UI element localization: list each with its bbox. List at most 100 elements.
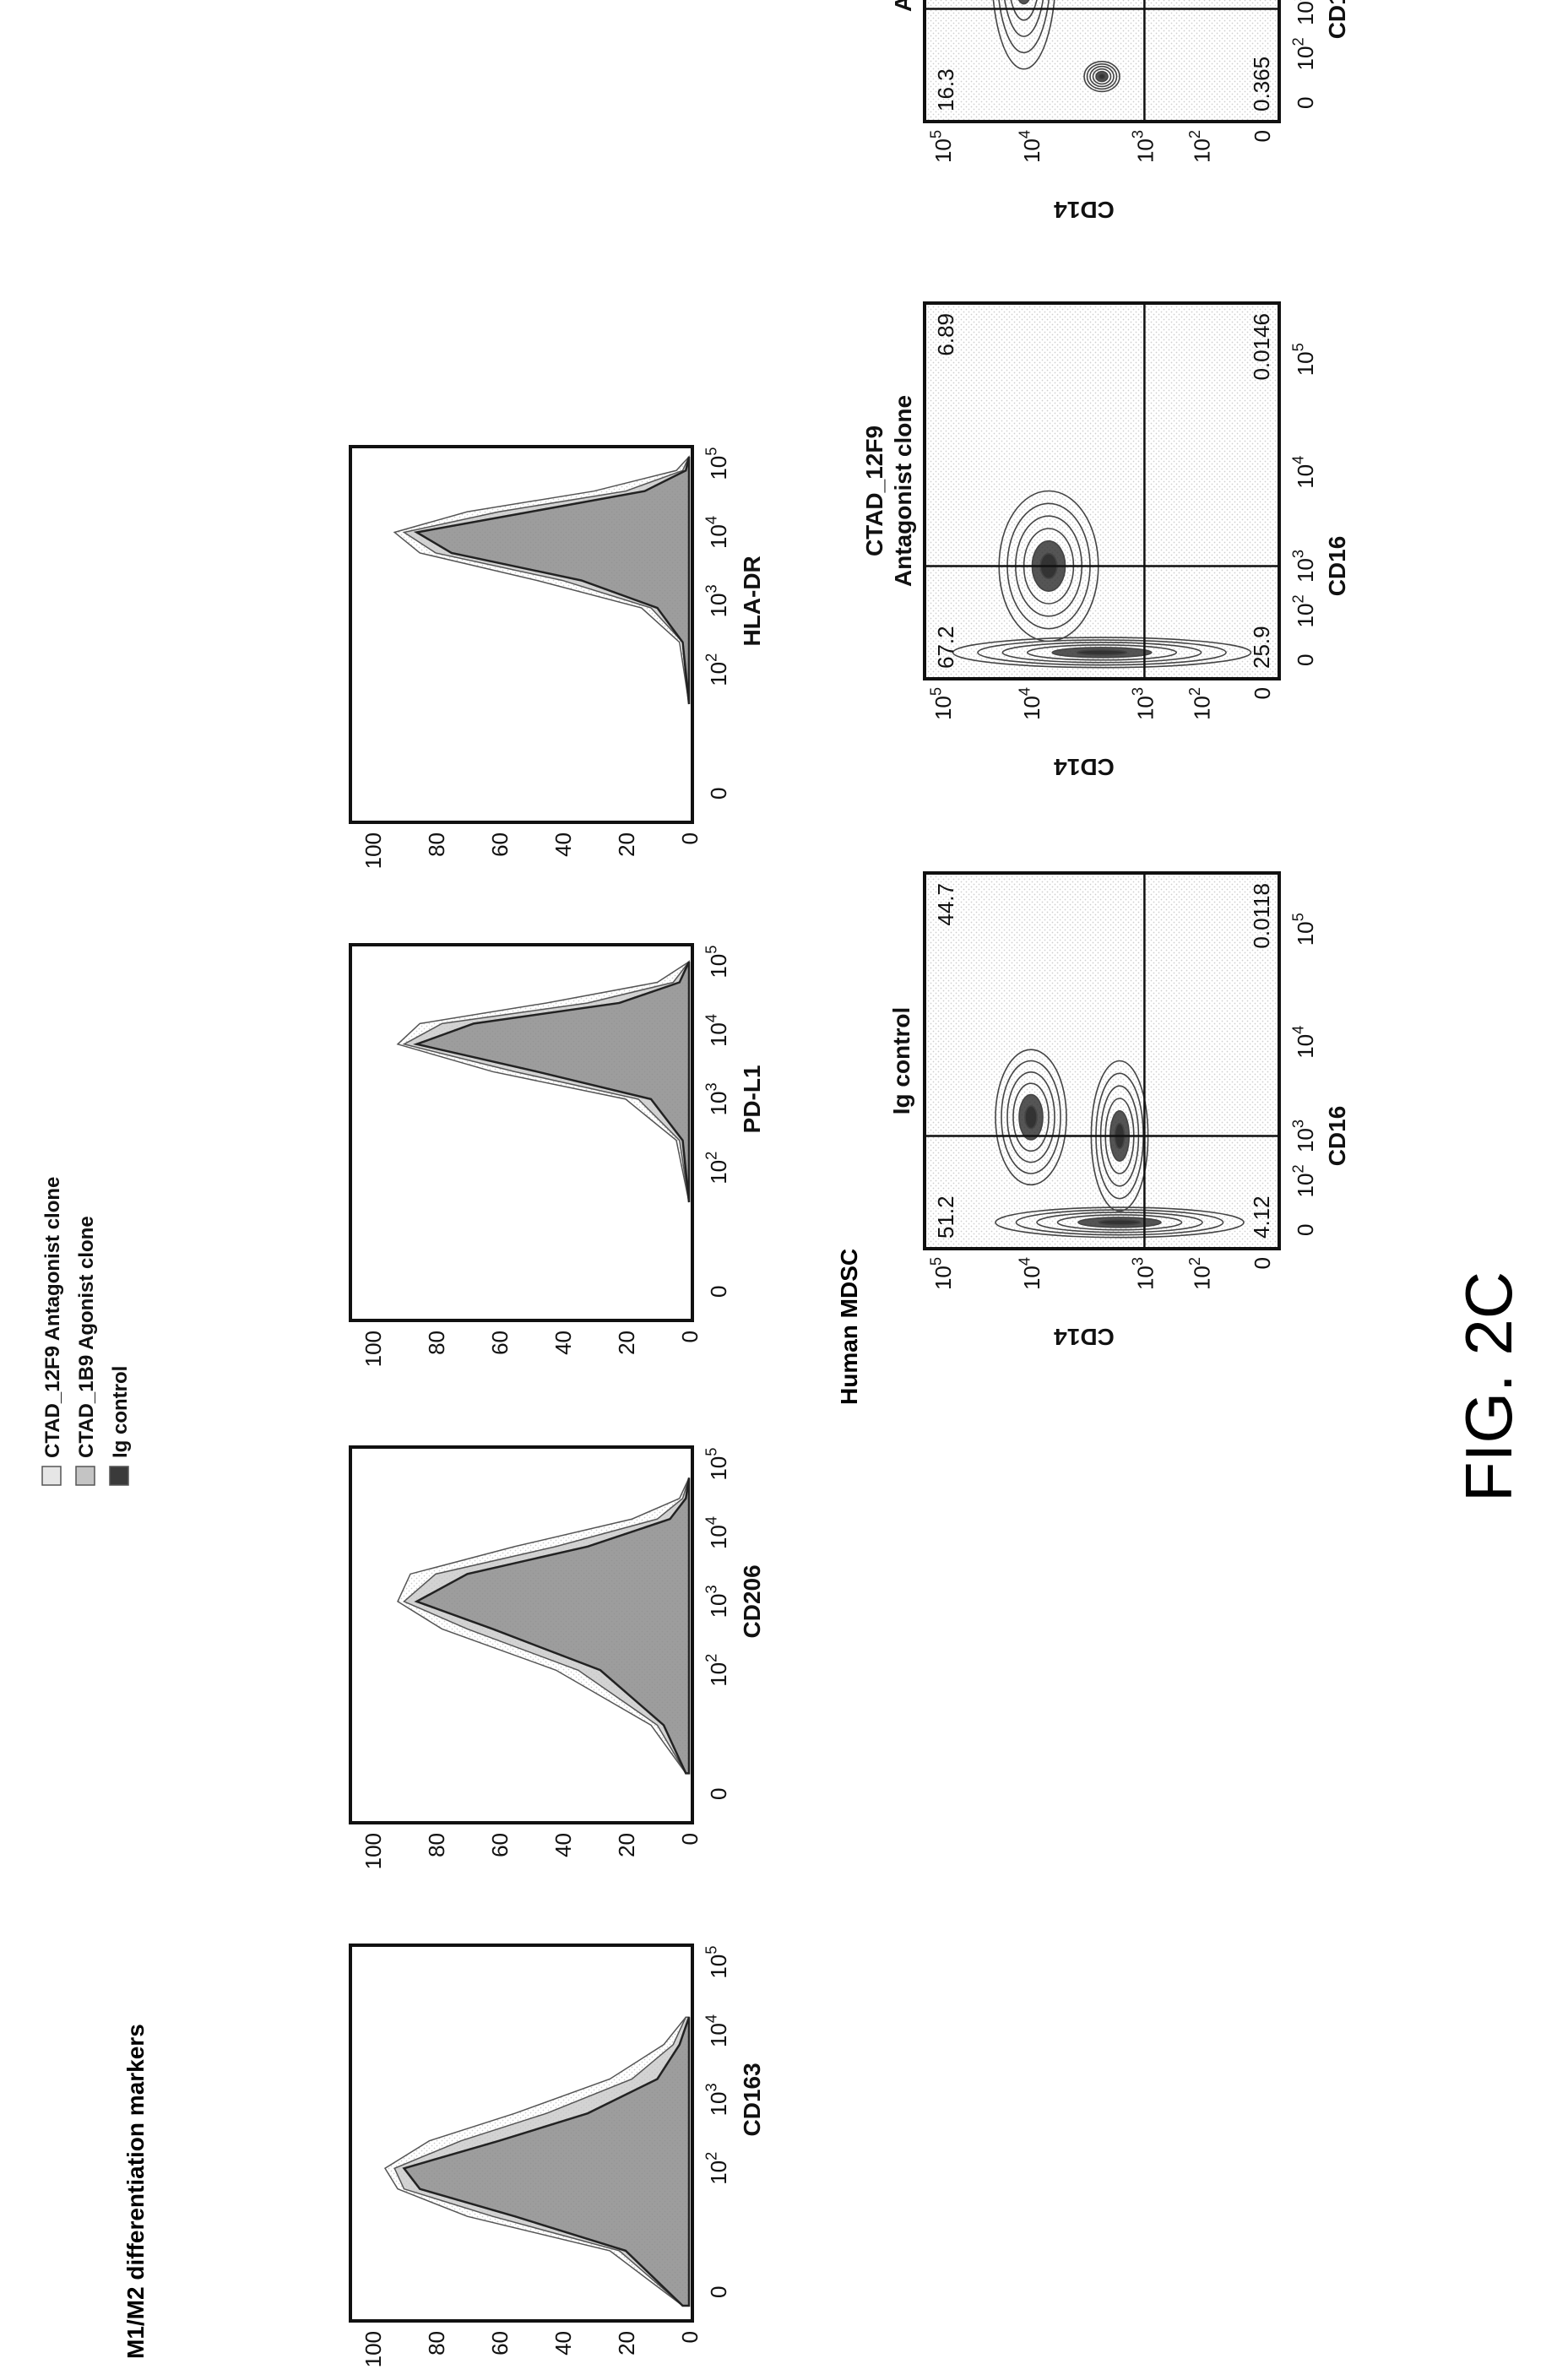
contour-ring [1012, 1082, 1050, 1152]
histogram-series [402, 2016, 691, 2307]
x-tick-label: 0 [1293, 654, 1318, 666]
x-tick-label: 104 [703, 1516, 731, 1549]
contour-ring [996, 0, 1051, 54]
histogram-series [402, 456, 690, 705]
contour-ring [1076, 649, 1128, 656]
contour-ring [1027, 644, 1178, 661]
x-tick-label: 105 [1289, 913, 1318, 946]
legend-swatch [41, 1466, 62, 1486]
x-tick-label: 104 [703, 516, 731, 549]
x-tick-label: 0 [1293, 97, 1318, 109]
legend-label: Ig control [109, 1366, 132, 1458]
plot-frame [923, 871, 1281, 1250]
contour-panel: 51.2 44.7 4.12 0.0118 0 102 103 104 105 0 102 103 10… [888, 871, 1350, 1350]
x-tick-label: 105 [703, 1448, 731, 1481]
y-tick-label: 0 [677, 1833, 703, 1845]
x-axis-label: CD16 [1324, 536, 1350, 597]
contour-ring [1092, 68, 1112, 85]
x-tick-label: 102 [703, 2152, 731, 2185]
x-tick-label: 0 [706, 787, 731, 799]
histogram-panel: 0 20 40 60 80 100 0 102 103 104 105 PD-L1 [349, 943, 765, 1367]
contour-ring [1036, 1212, 1203, 1233]
quadrant-lower-left: 25.9 [1249, 626, 1274, 669]
contour-ring [1012, 0, 1035, 5]
histogram-panel: 0 20 40 60 80 100 0 102 103 104 105 CD206 [349, 1445, 765, 1869]
histogram-series [414, 1477, 691, 1775]
y-tick-label: 0 [1250, 687, 1275, 699]
x-tick-label: 102 [703, 1654, 731, 1687]
contour-panel: 16.383.40.3650.0215010210310410501021031… [890, 0, 1350, 223]
x-tick-label: 103 [703, 2083, 731, 2116]
x-axis-label: HLA-DR [739, 556, 765, 646]
panel-subtitle: Agonist clone [890, 0, 916, 12]
legend-swatch [75, 1466, 95, 1486]
y-tick-label: 40 [551, 1331, 576, 1355]
histogram-series [393, 2016, 690, 2307]
x-tick-label: 103 [1289, 550, 1318, 583]
contour-ring [1001, 0, 1046, 37]
x-axis-label: CD163 [739, 2063, 765, 2136]
contour-ring [995, 1049, 1067, 1186]
quadrant-lower-right: 0.0118 [1249, 883, 1274, 949]
y-tick-label: 100 [361, 1331, 386, 1367]
contour-ring [1006, 0, 1041, 21]
quadrant-upper-left: 51.2 [933, 1195, 958, 1239]
legend-label: CTAD_12F9 Antagonist clone [41, 1177, 64, 1458]
x-axis-label: CD206 [739, 1564, 765, 1638]
contour-panel: 67.2 6.89 25.9 0.0146 0 102 103 104 105 0 102 103 10… [861, 301, 1350, 780]
contour-panels: 51.2 44.7 4.12 0.0118 0 102 103 104 105 0 102 103 10… [861, 0, 1350, 1350]
figure-content: CTAD_12F9 Antagonist clone CTAD_1B9 Agoni… [41, 0, 1526, 2367]
y-tick-label: 20 [614, 1833, 639, 1857]
y-tick-label: 20 [614, 832, 639, 857]
y-tick-label: 0 [1250, 130, 1275, 142]
x-tick-label: 105 [703, 946, 731, 979]
y-tick-label: 80 [424, 832, 449, 857]
y-tick-label: 102 [1186, 687, 1215, 720]
contour-ring [1001, 1060, 1061, 1174]
panel-title: CTAD_12F9 [861, 426, 887, 556]
contour-ring [977, 639, 1227, 666]
y-tick-label: 0 [677, 2331, 703, 2343]
y-tick-label: 104 [1016, 687, 1044, 720]
histogram-panels: 0 20 40 60 80 100 0 102 103 104 105 CD163 0 20 40 60 80 1… [349, 445, 765, 2367]
histogram-series [413, 456, 691, 705]
y-tick-label: 60 [487, 2331, 513, 2356]
y-tick-label: 104 [1016, 1257, 1044, 1290]
x-tick-label: 104 [1289, 456, 1318, 489]
x-tick-label: 102 [1289, 594, 1318, 627]
quadrant-lower-right: 0.0146 [1249, 313, 1274, 381]
y-tick-label: 103 [1130, 687, 1158, 720]
y-tick-label: 80 [424, 1833, 449, 1857]
contour-ring [995, 1206, 1245, 1239]
y-tick-label: 102 [1186, 1257, 1215, 1290]
legend-label: CTAD_1B9 Agonist clone [75, 1216, 98, 1458]
y-tick-label: 105 [927, 1257, 956, 1290]
y-tick-label: 105 [927, 687, 956, 720]
histogram-series [402, 959, 690, 1203]
x-tick-label: 103 [703, 584, 731, 617]
quadrant-upper-left: 67.2 [933, 626, 958, 669]
y-tick-label: 60 [487, 1833, 513, 1857]
y-tick-label: 40 [551, 832, 576, 857]
quadrant-upper-right: 44.7 [933, 883, 958, 926]
x-tick-label: 0 [706, 1285, 731, 1297]
contour-ring [1056, 1214, 1183, 1231]
y-tick-label: 100 [361, 1833, 386, 1869]
y-tick-label: 103 [1130, 130, 1158, 163]
legend-swatch [109, 1466, 129, 1486]
contour-ring [1098, 73, 1106, 80]
contour-ring [1024, 1105, 1038, 1130]
y-tick-label: 105 [927, 130, 956, 163]
x-tick-label: 103 [703, 1082, 731, 1115]
y-tick-label: 0 [677, 832, 703, 844]
x-tick-label: 0 [706, 1787, 731, 1799]
y-tick-label: 20 [614, 1331, 639, 1355]
histogram-panel: 0 20 40 60 80 100 0 102 103 104 105 HLA-DR [349, 445, 765, 869]
y-axis-label: CD14 [1054, 1324, 1115, 1350]
contour-ring [1098, 1219, 1142, 1226]
quadrant-lower-left: 0.365 [1249, 57, 1274, 111]
contour-ring [952, 637, 1252, 669]
y-tick-label: 102 [1186, 130, 1215, 163]
x-tick-label: 102 [703, 653, 731, 686]
